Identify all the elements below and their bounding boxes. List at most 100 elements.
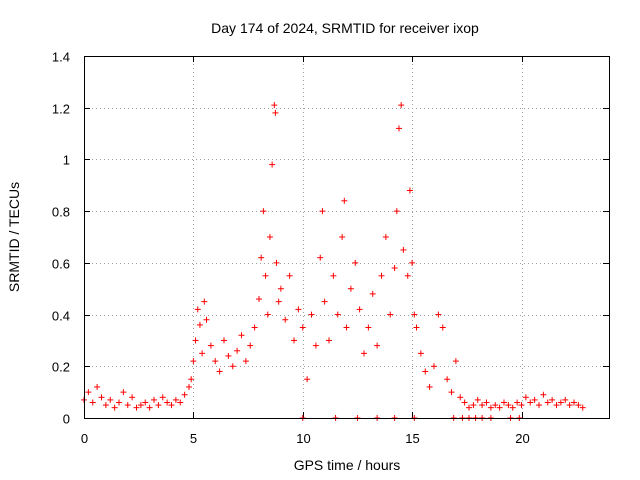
data-point — [271, 102, 278, 109]
data-point — [501, 399, 507, 406]
data-point — [124, 402, 131, 409]
data-point — [107, 396, 114, 403]
data-point — [286, 272, 293, 279]
data-point — [192, 337, 199, 344]
data-point — [553, 402, 560, 409]
data-point — [527, 399, 534, 406]
data-point — [557, 399, 564, 406]
data-point — [258, 254, 265, 261]
grid-lines — [84, 56, 609, 418]
data-point — [422, 368, 429, 375]
data-point — [94, 383, 101, 390]
data-point — [396, 125, 402, 132]
data-point — [391, 265, 398, 272]
data-point — [347, 285, 354, 292]
data-point — [365, 324, 372, 331]
data-point — [448, 389, 455, 396]
data-point — [470, 402, 477, 409]
data-point — [382, 234, 389, 240]
data-point — [146, 404, 153, 411]
y-tick-label: 1.2 — [52, 102, 70, 117]
data-point — [98, 394, 105, 401]
data-point — [312, 342, 319, 349]
data-point — [295, 306, 302, 313]
data-point — [102, 402, 109, 409]
data-point — [536, 402, 542, 409]
data-point — [164, 399, 171, 406]
data-point — [308, 311, 315, 318]
axis-ticks — [84, 56, 609, 419]
data-point — [190, 358, 197, 365]
data-point — [196, 321, 203, 328]
data-point — [387, 311, 394, 318]
data-point — [431, 363, 437, 370]
data-point — [361, 350, 367, 357]
y-tick-label: 0.2 — [52, 360, 70, 375]
x-tick-label: 20 — [515, 431, 529, 446]
data-point — [544, 399, 551, 406]
data-point — [207, 342, 214, 349]
data-point — [186, 383, 192, 390]
data-point — [487, 404, 494, 411]
data-point — [282, 316, 289, 323]
data-point — [579, 404, 586, 411]
data-point — [111, 404, 118, 411]
data-point — [531, 396, 538, 403]
data-point — [540, 391, 547, 398]
data-point — [321, 298, 328, 305]
plot-frame — [84, 56, 610, 419]
data-point — [133, 404, 140, 411]
data-point — [116, 399, 122, 406]
data-point — [194, 306, 201, 313]
data-point — [483, 399, 490, 406]
data-point — [334, 311, 341, 318]
data-point — [411, 311, 418, 318]
data-point — [120, 389, 127, 396]
data-point — [457, 394, 464, 401]
data-point — [319, 208, 326, 215]
data-point — [172, 396, 179, 403]
data-point — [89, 399, 96, 406]
data-point — [188, 376, 195, 383]
data-point — [518, 402, 525, 409]
data-point — [275, 298, 282, 305]
data-point — [439, 324, 446, 331]
data-point — [129, 394, 136, 401]
data-point — [398, 102, 405, 109]
data-point — [393, 208, 400, 215]
data-point — [317, 254, 324, 261]
data-point — [505, 402, 512, 409]
data-point — [406, 187, 413, 194]
y-tick-label: 1.4 — [52, 50, 70, 65]
data-point — [549, 396, 556, 403]
data-point — [562, 396, 569, 403]
data-point — [474, 396, 481, 403]
data-point — [369, 290, 376, 297]
data-point — [496, 404, 503, 411]
data-point — [137, 402, 144, 409]
data-point — [378, 272, 385, 279]
x-axis-label: GPS time / hours — [294, 457, 401, 473]
tick-labels: 0 0.2 0.4 0.6 0.8 1 1.2 1.4 0 5 10 15 20 — [52, 50, 530, 447]
data-point — [413, 324, 420, 331]
data-point — [435, 311, 442, 318]
data-point — [247, 342, 254, 349]
data-point — [212, 358, 219, 365]
data-point — [374, 342, 381, 349]
data-point — [151, 396, 157, 403]
data-point — [238, 332, 245, 339]
data-point — [452, 358, 459, 365]
data-point — [221, 337, 227, 344]
y-tick-label: 0.8 — [52, 205, 70, 220]
data-point — [343, 324, 350, 331]
y-tick-label: 0.6 — [52, 257, 70, 272]
data-point — [229, 363, 236, 370]
data-point — [273, 259, 280, 266]
data-point — [461, 399, 468, 406]
data-point — [426, 383, 433, 390]
data-point — [256, 296, 262, 303]
data-point — [509, 404, 516, 411]
y-tick-label: 1 — [63, 153, 70, 168]
data-point — [339, 234, 346, 240]
data-point — [155, 402, 162, 409]
